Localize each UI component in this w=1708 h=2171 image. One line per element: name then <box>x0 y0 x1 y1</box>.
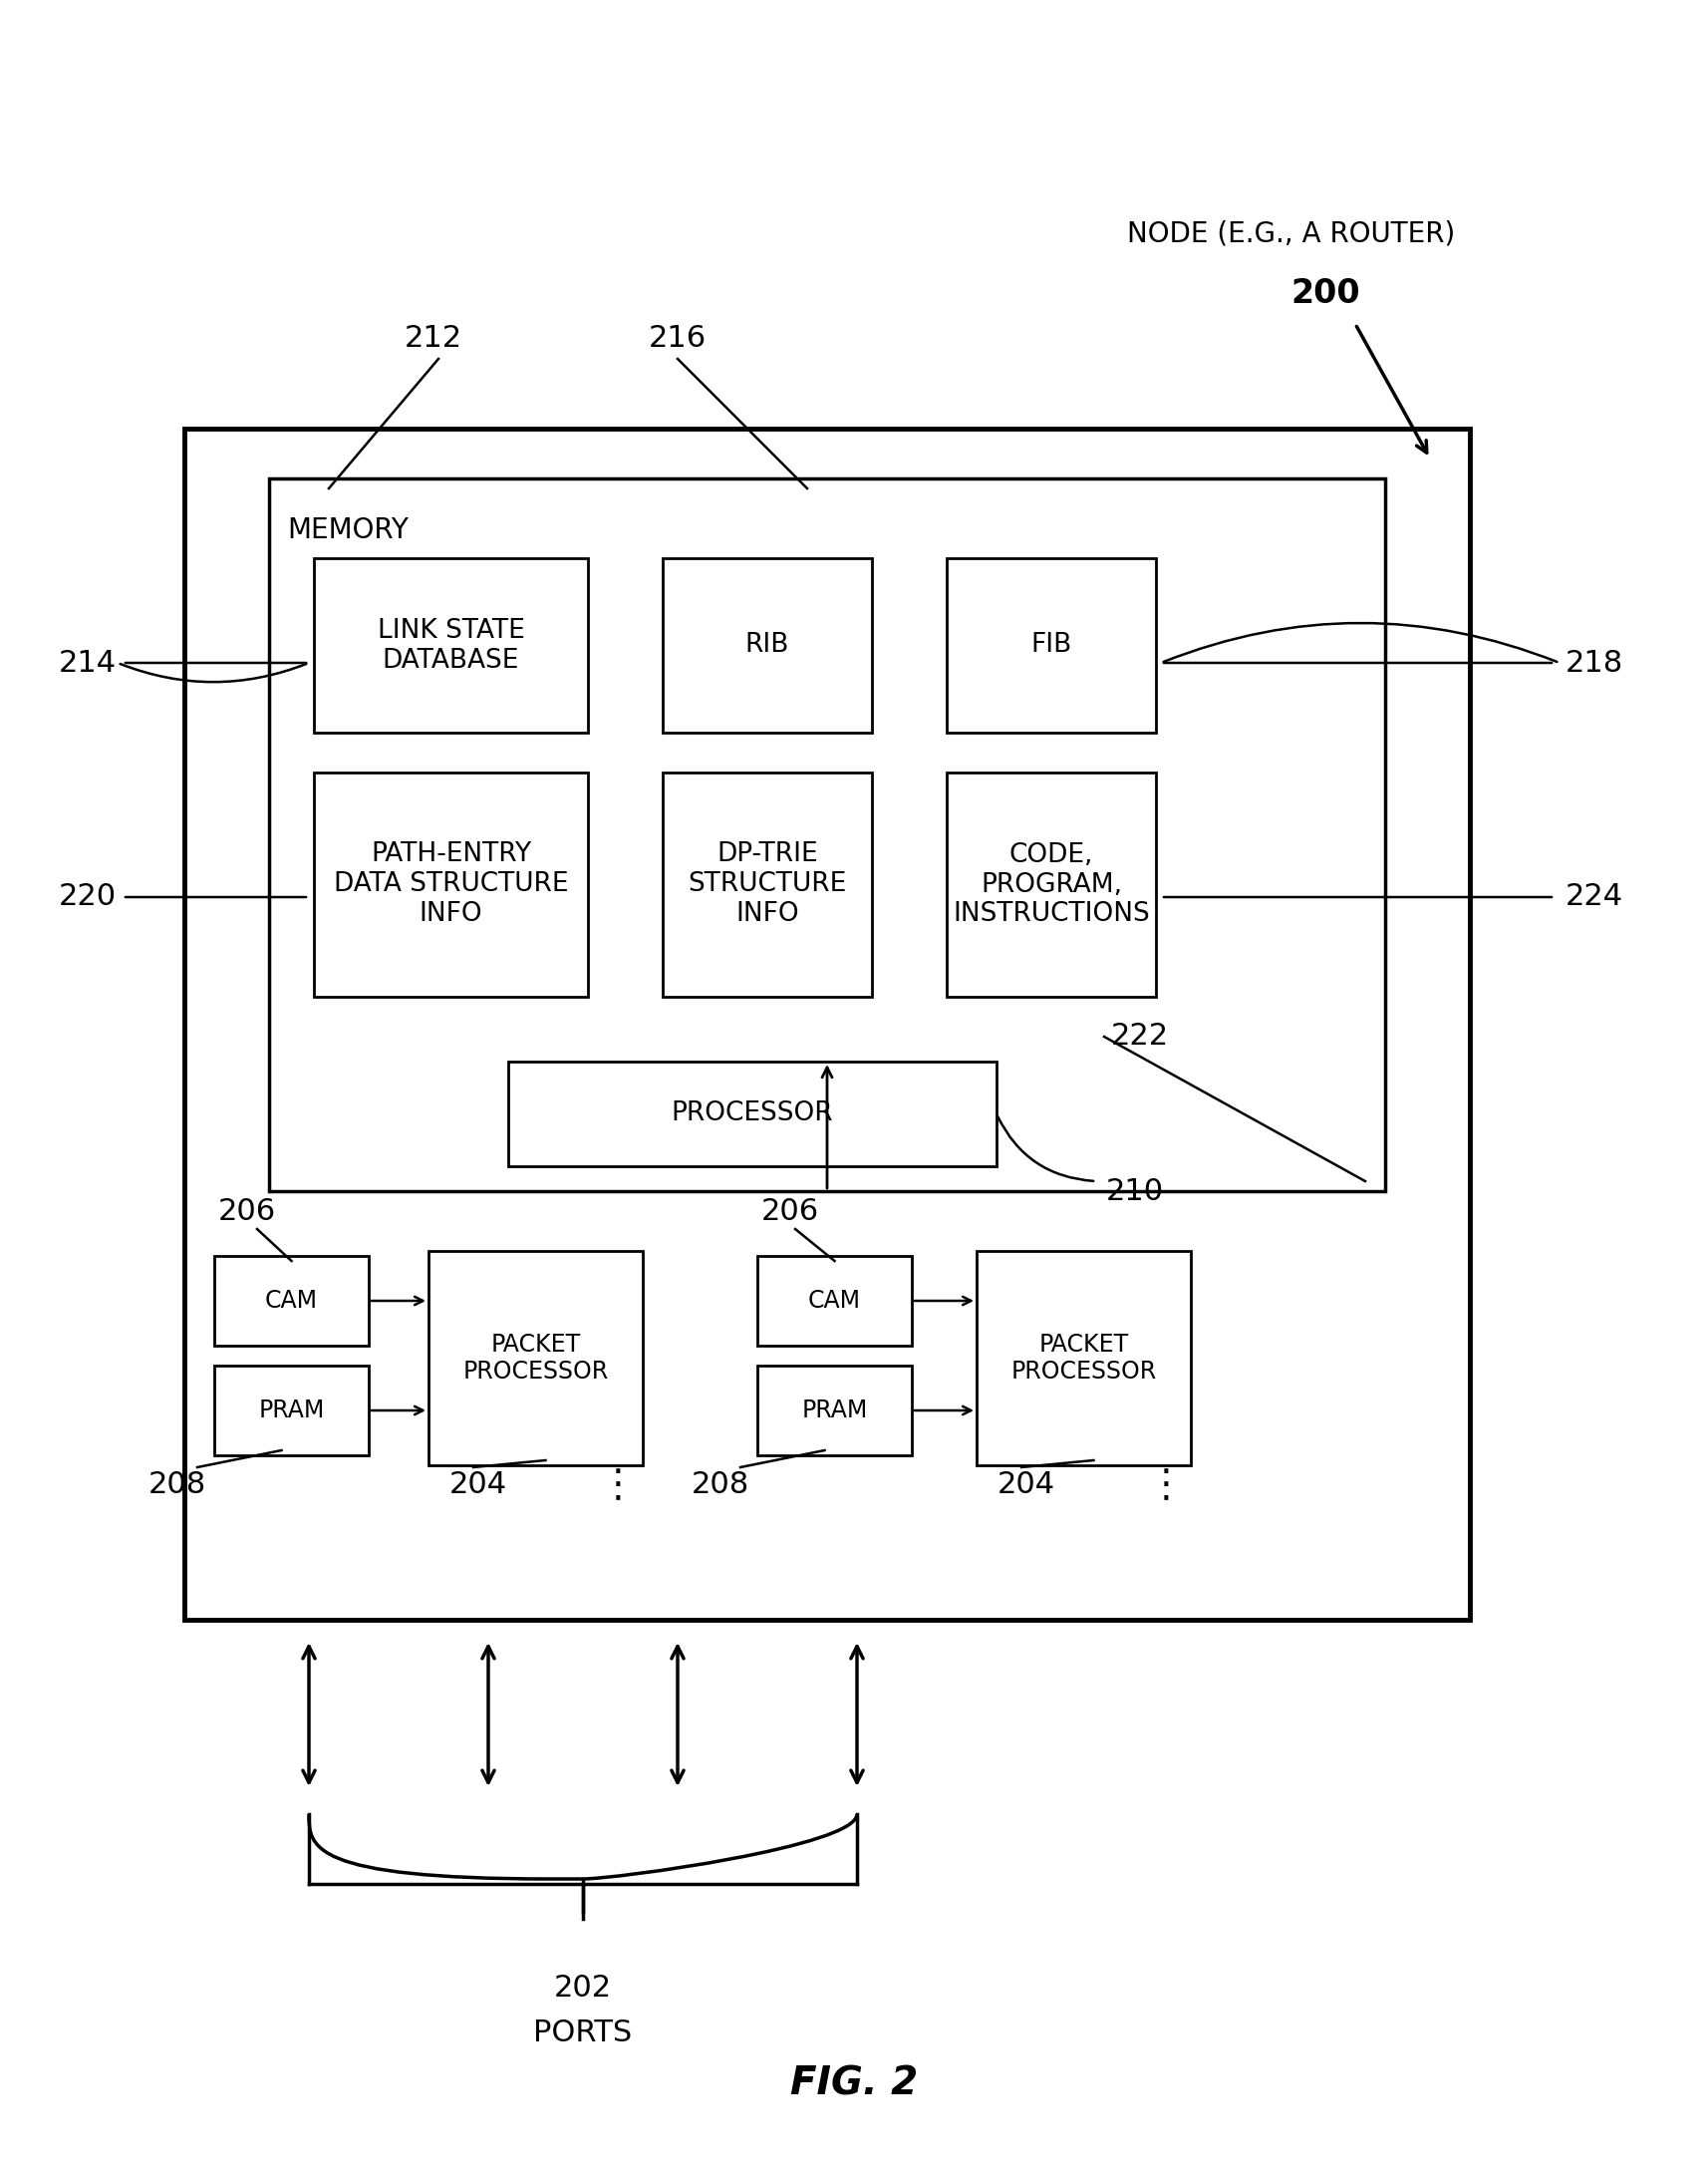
Bar <box>184 428 1471 1620</box>
Bar <box>663 558 873 732</box>
Text: PRAM: PRAM <box>258 1398 325 1422</box>
Bar <box>314 773 588 996</box>
Text: 206: 206 <box>219 1196 277 1227</box>
Text: ⋮: ⋮ <box>1146 1465 1185 1505</box>
Bar <box>429 1250 642 1465</box>
Bar <box>270 478 1385 1192</box>
Text: RIB: RIB <box>745 632 789 658</box>
Text: 222: 222 <box>1112 1023 1168 1051</box>
Text: 200: 200 <box>1291 278 1360 310</box>
Text: PATH-ENTRY
DATA STRUCTURE
INFO: PATH-ENTRY DATA STRUCTURE INFO <box>333 842 569 927</box>
Bar <box>757 1366 912 1455</box>
Text: CAM: CAM <box>265 1290 318 1313</box>
Text: PACKET
PROCESSOR: PACKET PROCESSOR <box>1011 1333 1156 1383</box>
Text: DP-TRIE
STRUCTURE
INFO: DP-TRIE STRUCTURE INFO <box>688 842 847 927</box>
Text: ⋮: ⋮ <box>598 1465 637 1505</box>
Text: PACKET
PROCESSOR: PACKET PROCESSOR <box>463 1333 608 1383</box>
Bar <box>214 1257 369 1346</box>
Text: LINK STATE
DATABASE: LINK STATE DATABASE <box>377 617 524 673</box>
Text: 210: 210 <box>1107 1177 1165 1205</box>
Bar <box>509 1062 996 1166</box>
Text: FIB: FIB <box>1030 632 1073 658</box>
Bar <box>946 773 1156 996</box>
Text: 224: 224 <box>1566 884 1623 912</box>
Text: 208: 208 <box>149 1470 207 1500</box>
Text: PORTS: PORTS <box>533 2019 632 2047</box>
Text: CAM: CAM <box>808 1290 861 1313</box>
Text: FIG. 2: FIG. 2 <box>791 2065 917 2102</box>
Text: 208: 208 <box>692 1470 750 1500</box>
Text: 220: 220 <box>58 884 116 912</box>
Text: PRAM: PRAM <box>801 1398 868 1422</box>
Bar <box>314 558 588 732</box>
Text: 216: 216 <box>649 323 707 354</box>
Text: 212: 212 <box>405 323 463 354</box>
Text: CODE,
PROGRAM,
INSTRUCTIONS: CODE, PROGRAM, INSTRUCTIONS <box>953 842 1149 927</box>
Text: 214: 214 <box>58 649 116 677</box>
Bar <box>757 1257 912 1346</box>
Text: MEMORY: MEMORY <box>287 517 408 545</box>
Bar <box>663 773 873 996</box>
Text: 202: 202 <box>553 1973 611 2002</box>
Bar <box>946 558 1156 732</box>
Text: 206: 206 <box>762 1196 820 1227</box>
Text: 204: 204 <box>449 1470 507 1500</box>
Text: PROCESSOR: PROCESSOR <box>671 1101 834 1127</box>
Text: 204: 204 <box>997 1470 1056 1500</box>
Bar <box>214 1366 369 1455</box>
Text: 218: 218 <box>1565 649 1623 677</box>
Bar <box>977 1250 1190 1465</box>
Text: NODE (E.G., A ROUTER): NODE (E.G., A ROUTER) <box>1127 219 1455 247</box>
